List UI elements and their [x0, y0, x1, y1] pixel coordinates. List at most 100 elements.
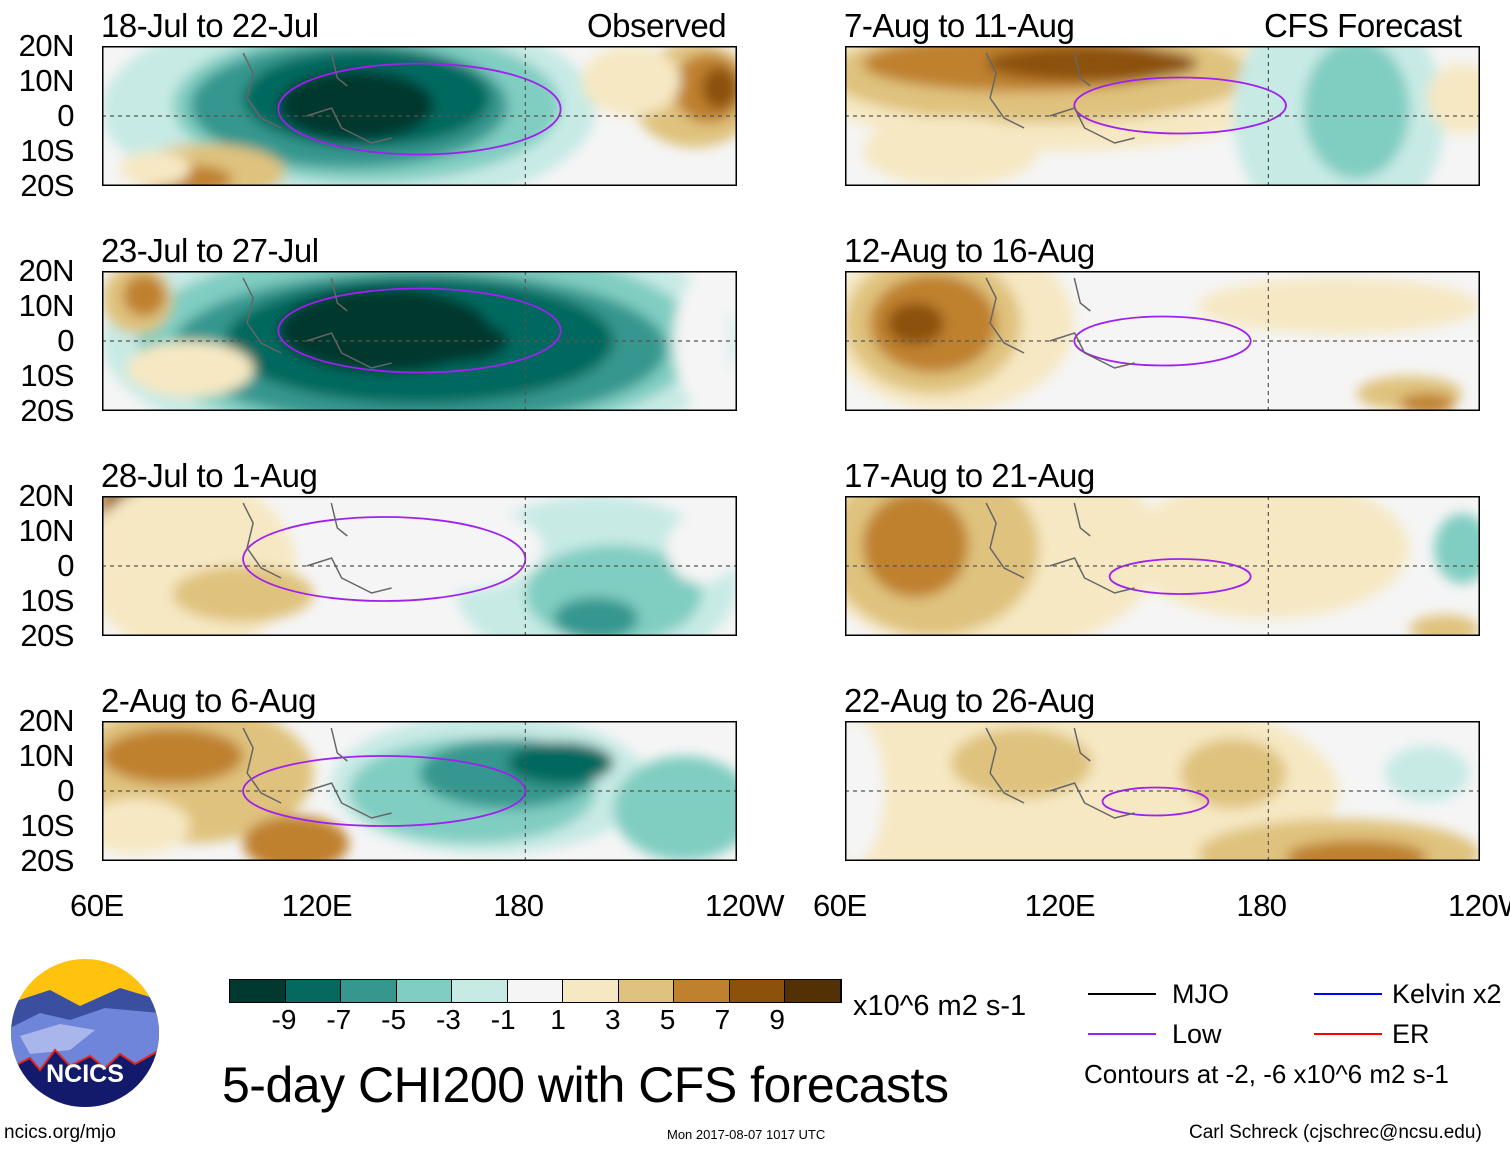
legend-kelvin: Kelvin x2: [1392, 979, 1502, 1009]
lat-label: 20S: [20, 618, 74, 653]
website-link[interactable]: ncics.org/mjo: [4, 1122, 116, 1143]
panel-title: 12-Aug to 16-Aug: [844, 232, 1095, 269]
map-panel: [102, 721, 737, 861]
shading-region: [666, 513, 737, 584]
low-contour: [1073, 315, 1252, 367]
coastline: [242, 277, 392, 369]
coastline: [985, 277, 1135, 369]
colorbar: [229, 979, 842, 1003]
shading-region: [1074, 316, 1181, 387]
lat-label: 20S: [20, 843, 74, 878]
svg-text:NCICS: NCICS: [46, 1060, 124, 1088]
lat-label: 0: [57, 323, 74, 358]
lon-label: 120E: [281, 888, 353, 923]
shading-region: [553, 597, 639, 636]
colorbar-swatch: [507, 980, 563, 1002]
legend-mjo-line: [1088, 993, 1156, 995]
shading-region: [950, 728, 1092, 798]
shading-region: [1384, 745, 1470, 802]
colorbar-tick: -3: [435, 1004, 461, 1035]
colorbar-swatch: [674, 980, 730, 1002]
colorbar-tick: -7: [326, 1004, 352, 1035]
shading-region: [102, 728, 244, 784]
shading-region: [1180, 738, 1286, 809]
lat-label: 10N: [18, 513, 75, 548]
shading-region: [123, 274, 166, 317]
coastline: [985, 502, 1135, 594]
lat-label: 20N: [18, 703, 75, 738]
coastline: [242, 52, 392, 144]
coastline: [985, 52, 1135, 144]
shading-region: [1285, 840, 1428, 861]
colorbar-units: x10^6 m2 s-1: [853, 990, 1027, 1022]
contour-note: Contours at -2, -6 x10^6 m2 s-1: [1084, 1059, 1449, 1089]
panel-title: 17-Aug to 21-Aug: [844, 457, 1095, 494]
shading-region: [366, 506, 543, 591]
panel-title: 28-Jul to 1-Aug: [101, 457, 318, 494]
low-contour: [1073, 76, 1287, 135]
shading-region: [887, 302, 944, 345]
map-panel: [102, 46, 737, 186]
colorbar-swatch: [341, 980, 397, 1002]
colorbar-swatch: [230, 980, 286, 1002]
colorbar-tick: 7: [714, 1004, 731, 1035]
colorbar-swatch: [618, 980, 674, 1002]
map-panel: [102, 496, 737, 636]
legend-er: ER: [1392, 1019, 1430, 1049]
shading-region: [673, 278, 730, 404]
shading-region: [1303, 46, 1410, 179]
shading-region: [1127, 496, 1410, 619]
lat-label: 20N: [18, 478, 75, 513]
shading-region: [243, 815, 349, 861]
colorbar-tick: -9: [271, 1004, 297, 1035]
panel-title: 7-Aug to 11-Aug: [844, 7, 1075, 44]
lon-label: 180: [1236, 888, 1287, 923]
lon-label: 180: [493, 888, 544, 923]
low-contour: [242, 516, 527, 602]
shading-region: [172, 566, 314, 622]
shading-region: [126, 341, 254, 397]
colorbar-swatch: [285, 980, 341, 1002]
shading-region: [862, 116, 1040, 186]
panel-title: 2-Aug to 6-Aug: [101, 682, 316, 719]
shading-region: [119, 151, 191, 186]
colorbar-tick: 9: [769, 1004, 785, 1035]
forecast-label: CFS Forecast: [1264, 7, 1462, 44]
ncics-logo: NCICS: [11, 959, 159, 1107]
colorbar-tick: 3: [605, 1004, 621, 1035]
legend-kelvin-line: [1314, 993, 1382, 995]
shading-region: [581, 46, 681, 116]
colorbar-swatch: [785, 980, 841, 1002]
lat-label: 20S: [20, 393, 74, 428]
lat-label: 20N: [18, 28, 75, 63]
lat-label: 10S: [20, 133, 74, 168]
lat-label: 10S: [20, 358, 74, 393]
colorbar-swatch: [563, 980, 619, 1002]
shading-region: [102, 798, 191, 854]
shading-region: [1197, 278, 1480, 334]
shading-region: [1398, 393, 1456, 411]
shading-region: [278, 70, 434, 141]
low-contour: [1101, 786, 1210, 817]
lon-label: 120E: [1024, 888, 1096, 923]
panel-title: 18-Jul to 22-Jul: [101, 7, 319, 44]
low-contour: [277, 62, 562, 156]
shading-region: [862, 496, 969, 598]
colorbar-swatch: [452, 980, 508, 1002]
colorbar-tick: 1: [550, 1004, 566, 1035]
lat-label: 0: [57, 98, 74, 133]
legend-low-line: [1088, 1033, 1156, 1035]
observed-label: Observed: [587, 7, 727, 44]
timestamp: Mon 2017-08-07 1017 UTC: [667, 1127, 826, 1142]
map-panel: [845, 46, 1480, 186]
low-contour: [1108, 558, 1252, 595]
shading-region: [701, 67, 737, 109]
colorbar-tick: -5: [381, 1004, 407, 1035]
low-contour: [277, 287, 562, 374]
legend-low: Low: [1172, 1019, 1222, 1049]
lat-label: 20S: [20, 168, 74, 203]
main-title: 5-day CHI200 with CFS forecasts: [222, 1057, 949, 1113]
colorbar-tick: -1: [490, 1004, 516, 1035]
panel-title: 23-Jul to 27-Jul: [101, 232, 319, 269]
coastline: [242, 727, 392, 819]
